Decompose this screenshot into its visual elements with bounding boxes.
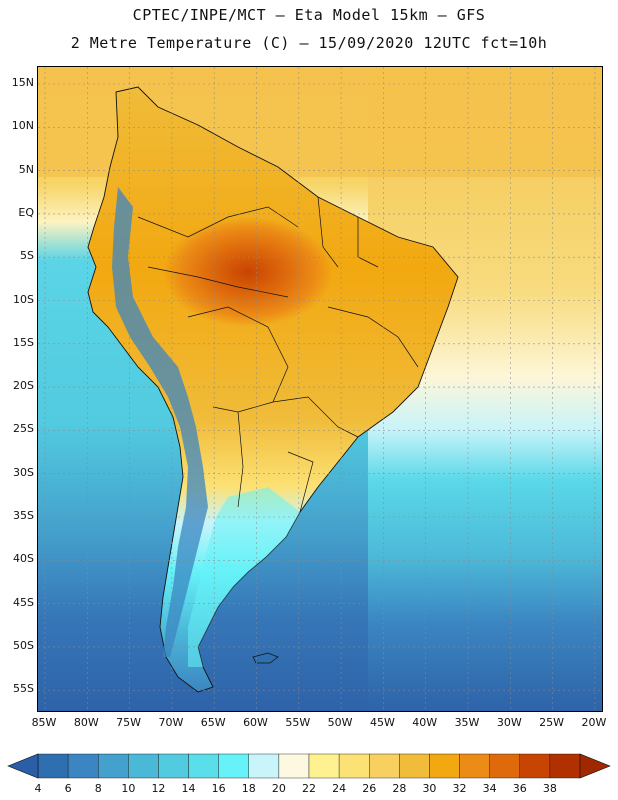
- colorbar-tick-label: 20: [271, 782, 286, 795]
- colorbar-tick-label: 36: [512, 782, 527, 795]
- colorbar-swatch: [188, 753, 219, 779]
- lon-tick-label: 25W: [539, 716, 565, 729]
- colorbar-swatch: [218, 753, 249, 779]
- colorbar-swatch: [399, 753, 430, 779]
- lon-tick-label: 40W: [412, 716, 438, 729]
- lon-tick-label: 45W: [369, 716, 395, 729]
- lat-tick-label: 15S: [13, 335, 34, 349]
- colorbar-tick-label: 8: [94, 782, 102, 795]
- colorbar-swatch: [67, 753, 99, 779]
- lat-tick-label: EQ: [18, 205, 34, 219]
- lat-tick-label: 55S: [13, 682, 34, 696]
- colorbar-swatch: [158, 753, 189, 779]
- colorbar-tick-label: 6: [64, 782, 72, 795]
- colorbar-tick-label: 30: [422, 782, 437, 795]
- lon-tick-label: 35W: [454, 716, 480, 729]
- colorbar-swatch: [278, 753, 310, 779]
- lon-tick-label: 20W: [581, 716, 607, 729]
- heat-core: [163, 217, 333, 327]
- lon-tick-label: 80W: [73, 716, 99, 729]
- colorbar-tick-label: 34: [482, 782, 497, 795]
- lon-tick-label: 60W: [243, 716, 268, 729]
- lat-tick-label: 5N: [18, 162, 34, 176]
- colorbar-tick-label: 26: [362, 782, 377, 795]
- colorbar-tick-label: 16: [211, 782, 226, 795]
- south-land-cool: [188, 487, 300, 667]
- colorbar-tick-label: 28: [392, 782, 407, 795]
- map-title-line1: CPTEC/INPE/MCT – Eta Model 15km – GFS: [132, 6, 486, 24]
- colorbar-swatch: [308, 753, 340, 779]
- colorbar-swatch: [98, 753, 129, 779]
- lon-tick-label: 65W: [200, 716, 226, 729]
- lat-tick-label: 10N: [11, 119, 34, 133]
- lon-tick-label: 55W: [285, 716, 311, 729]
- lat-lon-grid: [38, 67, 602, 711]
- lat-tick-label: 20S: [13, 379, 34, 393]
- colorbar-swatch: [248, 753, 280, 779]
- colorbar-swatch: [37, 753, 69, 779]
- map-title-line2: 2 Metre Temperature (C) – 15/09/2020 12U…: [70, 34, 548, 52]
- temperature-map: [37, 66, 603, 712]
- colorbar-tick-label: 18: [241, 782, 256, 795]
- lon-tick-label: 75W: [116, 716, 142, 729]
- triangle-right-icon: [579, 753, 611, 779]
- colorbar-swatch: [128, 753, 159, 779]
- colorbar-tick-label: 24: [332, 782, 347, 795]
- falkland-islands: [252, 652, 279, 664]
- colorbar-swatch: [338, 753, 370, 779]
- colorbar-tick-label: 14: [181, 782, 196, 795]
- lon-tick-label: 85W: [31, 716, 57, 729]
- lat-tick-label: 25S: [13, 422, 34, 436]
- lat-tick-label: 5S: [20, 249, 34, 263]
- lon-tick-label: 30W: [496, 716, 522, 729]
- colorbar: [7, 753, 611, 779]
- lat-tick-label: 30S: [13, 465, 34, 479]
- colorbar-tick-label: 32: [452, 782, 467, 795]
- triangle-left-icon: [7, 753, 39, 779]
- andes-cold-strip: [112, 187, 208, 657]
- lat-tick-label: 50S: [13, 638, 34, 652]
- map-svg: [38, 67, 602, 711]
- lon-tick-label: 50W: [327, 716, 353, 729]
- lat-tick-label: 35S: [13, 509, 34, 522]
- colorbar-swatch: [519, 753, 551, 779]
- colorbar-tick-label: 10: [121, 782, 136, 795]
- lat-tick-label: 40S: [13, 552, 34, 566]
- colorbar-swatch: [369, 753, 400, 779]
- lat-tick-label: 10S: [13, 292, 34, 306]
- colorbar-tick-label: 12: [151, 782, 166, 795]
- lat-tick-label: 15N: [11, 76, 34, 89]
- colorbar-tick-label: 4: [34, 782, 42, 795]
- colorbar-swatch: [489, 753, 520, 779]
- colorbar-tick-label: 38: [542, 782, 557, 795]
- colorbar-swatch: [459, 753, 490, 779]
- colorbar-swatch: [429, 753, 460, 779]
- colorbar-tick-label: 22: [302, 782, 316, 795]
- colorbar-swatch: [549, 753, 581, 779]
- lat-tick-label: 45S: [13, 595, 34, 609]
- lon-tick-label: 70W: [158, 716, 184, 729]
